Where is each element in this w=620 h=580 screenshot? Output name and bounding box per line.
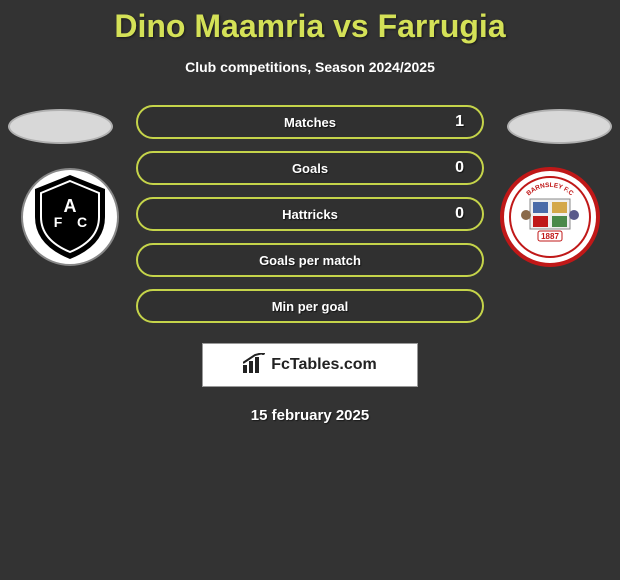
stat-row-goals-per-match: Goals per match bbox=[136, 243, 484, 277]
stat-value: 1 bbox=[455, 113, 464, 131]
stat-value: 0 bbox=[455, 159, 464, 177]
stat-row-matches: Matches 1 bbox=[136, 105, 484, 139]
svg-text:C: C bbox=[77, 214, 87, 230]
shield-icon: A F C bbox=[20, 167, 120, 267]
stat-label: Goals per match bbox=[259, 253, 361, 268]
crest-icon: BARNSLEY F.C 1887 bbox=[500, 167, 600, 267]
branding-box: FcTables.com bbox=[202, 343, 418, 387]
left-player-oval bbox=[8, 109, 113, 144]
stat-row-goals: Goals 0 bbox=[136, 151, 484, 185]
comparison-date: 15 february 2025 bbox=[0, 407, 620, 424]
stat-label: Hattricks bbox=[282, 207, 338, 222]
stat-row-hattricks: Hattricks 0 bbox=[136, 197, 484, 231]
content-area: A F C BARNSLEY F.C 1887 Matches 1 bbox=[0, 105, 620, 424]
stats-list: Matches 1 Goals 0 Hattricks 0 Goals per … bbox=[136, 105, 484, 323]
chart-icon bbox=[243, 353, 265, 378]
comparison-title: Dino Maamria vs Farrugia bbox=[0, 0, 620, 45]
stat-value: 0 bbox=[455, 205, 464, 223]
stat-label: Matches bbox=[284, 115, 336, 130]
right-player-oval bbox=[507, 109, 612, 144]
right-club-badge: BARNSLEY F.C 1887 bbox=[500, 167, 600, 267]
stat-row-min-per-goal: Min per goal bbox=[136, 289, 484, 323]
svg-text:F: F bbox=[54, 214, 63, 230]
svg-text:1887: 1887 bbox=[541, 232, 559, 241]
left-club-badge: A F C bbox=[20, 167, 120, 267]
comparison-subtitle: Club competitions, Season 2024/2025 bbox=[0, 59, 620, 75]
stat-label: Goals bbox=[292, 161, 328, 176]
stat-label: Min per goal bbox=[272, 299, 349, 314]
svg-text:A: A bbox=[64, 196, 77, 216]
brand-text: FcTables.com bbox=[271, 356, 377, 374]
